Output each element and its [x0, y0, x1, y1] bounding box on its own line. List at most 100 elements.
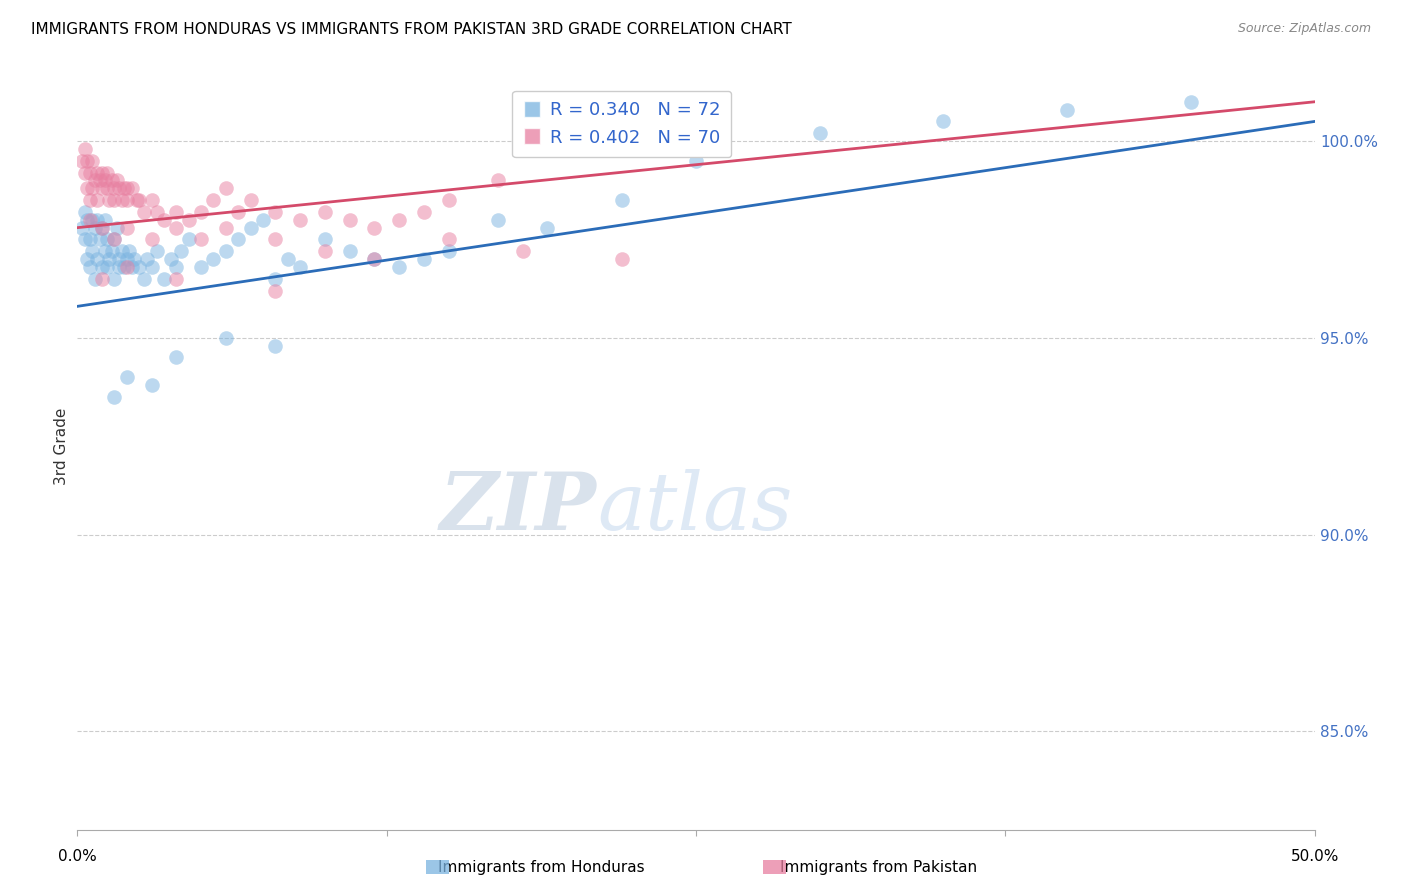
Point: [128, 193, 150, 207]
Point: [112, 181, 135, 195]
Point: [134, 272, 156, 286]
Point: [79, 212, 101, 227]
Point: [190, 205, 212, 219]
Point: [165, 272, 187, 286]
Point: [121, 181, 143, 195]
Point: [226, 232, 249, 246]
Point: [215, 181, 238, 195]
Text: Source: ZipAtlas.com: Source: ZipAtlas.com: [1237, 22, 1371, 36]
Point: [112, 260, 135, 274]
Point: [437, 232, 460, 246]
Point: [79, 232, 101, 246]
Point: [115, 193, 138, 207]
Point: [685, 153, 707, 168]
Point: [103, 181, 125, 195]
Point: [108, 252, 131, 267]
Point: [277, 252, 299, 267]
Point: [111, 193, 134, 207]
Point: [86, 212, 108, 227]
Point: [141, 232, 163, 246]
Point: [91, 220, 114, 235]
Point: [165, 220, 187, 235]
Point: [165, 205, 187, 219]
Point: [103, 193, 125, 207]
Point: [141, 378, 163, 392]
Point: [79, 165, 101, 179]
Point: [226, 205, 249, 219]
Point: [363, 252, 385, 267]
Bar: [426, 860, 449, 874]
Point: [932, 114, 955, 128]
Point: [1180, 95, 1202, 109]
Text: atlas: atlas: [598, 468, 793, 546]
Point: [108, 181, 131, 195]
Point: [486, 173, 509, 187]
Point: [512, 244, 534, 259]
Y-axis label: 3rd Grade: 3rd Grade: [53, 408, 69, 484]
Point: [141, 193, 163, 207]
Point: [82, 244, 104, 259]
Point: [190, 260, 212, 274]
Point: [314, 244, 336, 259]
Point: [165, 351, 187, 365]
Point: [363, 252, 385, 267]
Point: [91, 165, 114, 179]
Point: [190, 232, 212, 246]
Point: [215, 220, 238, 235]
Point: [103, 272, 125, 286]
Point: [264, 284, 287, 298]
Point: [160, 252, 183, 267]
Point: [177, 232, 200, 246]
Point: [72, 153, 94, 168]
Point: [73, 232, 96, 246]
Point: [215, 244, 238, 259]
Point: [128, 260, 150, 274]
Point: [86, 252, 108, 267]
Point: [103, 232, 125, 246]
Point: [76, 181, 98, 195]
Point: [437, 244, 460, 259]
Point: [288, 260, 311, 274]
Point: [412, 252, 434, 267]
Point: [79, 260, 101, 274]
Point: [135, 252, 157, 267]
Point: [115, 252, 138, 267]
Point: [101, 244, 124, 259]
Point: [82, 212, 104, 227]
Point: [105, 173, 128, 187]
Point: [73, 165, 96, 179]
Point: [122, 252, 145, 267]
Legend: R = 0.340   N = 72, R = 0.402   N = 70: R = 0.340 N = 72, R = 0.402 N = 70: [512, 91, 731, 157]
Point: [115, 260, 138, 274]
Point: [105, 220, 128, 235]
Point: [177, 212, 200, 227]
Point: [339, 212, 361, 227]
Point: [610, 193, 633, 207]
Point: [83, 173, 105, 187]
Point: [165, 260, 187, 274]
Point: [239, 220, 262, 235]
Point: [111, 244, 134, 259]
Point: [239, 193, 262, 207]
Text: Immigrants from Honduras: Immigrants from Honduras: [439, 860, 644, 874]
Point: [76, 252, 98, 267]
Point: [76, 153, 98, 168]
Text: 0.0%: 0.0%: [58, 849, 97, 864]
Point: [215, 331, 238, 345]
Point: [536, 220, 558, 235]
Point: [115, 370, 138, 384]
Point: [118, 244, 141, 259]
Point: [314, 205, 336, 219]
Point: [314, 232, 336, 246]
Point: [83, 220, 105, 235]
Point: [93, 244, 115, 259]
Bar: [763, 860, 786, 874]
Text: IMMIGRANTS FROM HONDURAS VS IMMIGRANTS FROM PAKISTAN 3RD GRADE CORRELATION CHART: IMMIGRANTS FROM HONDURAS VS IMMIGRANTS F…: [31, 22, 792, 37]
Point: [363, 220, 385, 235]
Point: [103, 390, 125, 404]
Point: [91, 181, 114, 195]
Point: [93, 173, 115, 187]
Point: [264, 339, 287, 353]
Point: [808, 126, 831, 140]
Point: [202, 252, 225, 267]
